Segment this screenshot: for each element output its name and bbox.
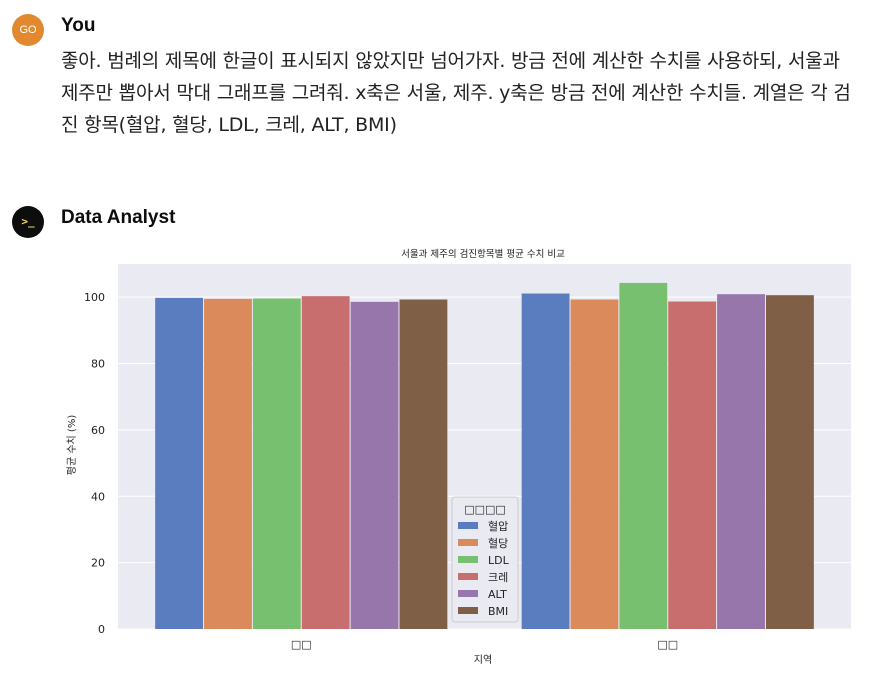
bar-ALT-0 xyxy=(350,301,399,629)
legend-label: BMI xyxy=(488,605,508,618)
bar-크레-0 xyxy=(301,296,350,629)
assistant-avatar-icon: >_ xyxy=(12,206,44,238)
bar-혈당-1 xyxy=(570,299,619,629)
x-axis-label: 지역 xyxy=(474,654,492,666)
y-tick-label: 80 xyxy=(91,358,105,371)
bar-혈압-0 xyxy=(155,297,204,629)
legend-title: □□□□ xyxy=(464,503,506,516)
bar-LDL-1 xyxy=(619,282,668,629)
y-tick-label: 40 xyxy=(91,490,105,503)
legend-label: 혈압 xyxy=(488,519,508,533)
legend-swatch xyxy=(458,522,478,529)
y-tick-label: 60 xyxy=(91,424,105,437)
bar-LDL-0 xyxy=(252,298,301,629)
bar-BMI-0 xyxy=(399,299,448,629)
legend-label: LDL xyxy=(488,554,510,567)
y-tick-label: 0 xyxy=(98,623,105,636)
chart-title: 서울과 제주의 검진항목별 평균 수치 비교 xyxy=(401,248,565,260)
y-tick-labels: 0 20 40 60 80 100 xyxy=(84,291,105,636)
bar-ALT-1 xyxy=(717,294,765,629)
legend-swatch xyxy=(458,556,478,563)
assistant-author-name: Data Analyst xyxy=(61,207,176,228)
legend-label: 혈당 xyxy=(488,536,508,550)
y-tick-label: 20 xyxy=(91,557,105,570)
bar-크레-1 xyxy=(668,301,717,629)
y-tick-label: 100 xyxy=(84,291,105,304)
x-tick-label: □□ xyxy=(291,638,312,651)
x-tick-label: □□ xyxy=(657,638,678,651)
legend-swatch xyxy=(458,607,478,614)
legend-label: ALT xyxy=(488,588,507,601)
legend-label: 크레 xyxy=(488,571,508,584)
x-tick-labels: □□ □□ xyxy=(291,638,678,651)
user-message-text: 좋아. 범례의 제목에 한글이 표시되지 않았지만 넘어가자. 방금 전에 계산… xyxy=(61,50,851,136)
user-author-name: You xyxy=(61,15,96,36)
bar-혈당-0 xyxy=(204,298,252,629)
y-axis-label: 평균 수치 (%) xyxy=(66,415,78,476)
chart-image: 서울과 제주의 검진항목별 평균 수치 비교 0 20 40 60 80 100 □□ □□… xyxy=(56,240,856,672)
bar-혈압-1 xyxy=(521,293,570,629)
bar-BMI-1 xyxy=(765,295,814,629)
legend-swatch xyxy=(458,590,478,597)
legend-swatch xyxy=(458,539,478,546)
bars xyxy=(155,282,814,629)
user-avatar: GO xyxy=(12,14,44,46)
legend-swatch xyxy=(458,573,478,580)
